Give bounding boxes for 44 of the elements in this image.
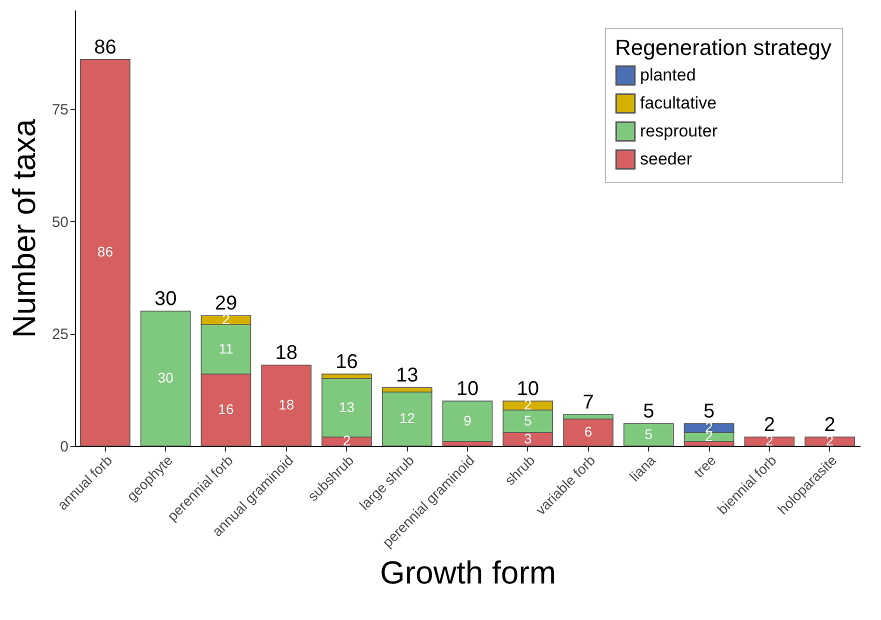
legend-label: facultative — [640, 94, 717, 112]
data-label: 16 — [218, 401, 234, 418]
total-label: 5 — [643, 400, 654, 423]
total-label: 86 — [94, 36, 116, 58]
total-label: 5 — [703, 400, 715, 423]
data-label: 13 — [338, 398, 355, 415]
bar — [804, 436, 855, 446]
data-label: 6 — [584, 424, 592, 440]
legend-label: resprouter — [640, 122, 718, 140]
data-label: 86 — [97, 244, 114, 260]
total-label: 13 — [396, 364, 418, 387]
total-label: 2 — [764, 414, 775, 436]
data-label: 5 — [524, 412, 532, 428]
data-label: 9 — [464, 412, 472, 428]
bar — [80, 59, 130, 446]
y-tick-label: 50 — [52, 214, 68, 231]
legend-label: planted — [640, 66, 696, 84]
y-tick-label: 0 — [60, 438, 68, 456]
y-tick-label: 25 — [52, 326, 68, 344]
legend-label: seeder — [640, 150, 692, 168]
data-label: 11 — [218, 340, 234, 356]
x-tick-label: tree — [690, 452, 720, 480]
y-axis-title: Number of taxa — [6, 118, 42, 338]
bar — [623, 423, 674, 446]
bar — [261, 364, 312, 446]
data-label: 30 — [158, 370, 174, 386]
total-label: 16 — [336, 351, 358, 374]
total-label: 10 — [516, 378, 540, 400]
total-label: 18 — [275, 342, 298, 364]
total-label: 7 — [582, 392, 594, 414]
legend-title: Regeneration strategy — [615, 35, 832, 60]
total-label: 30 — [154, 288, 177, 310]
total-label: 10 — [456, 378, 479, 400]
bar — [140, 310, 191, 446]
total-label: 2 — [824, 414, 836, 436]
data-label: 12 — [399, 410, 416, 426]
x-axis-title: Growth form — [380, 554, 556, 590]
data-label: 3 — [524, 430, 532, 446]
data-label: 5 — [644, 426, 653, 442]
data-label: 2 — [342, 432, 351, 449]
bar — [744, 436, 795, 446]
data-label: 18 — [278, 396, 294, 413]
total-label: 29 — [214, 292, 238, 315]
y-tick-label: 75 — [52, 101, 68, 118]
